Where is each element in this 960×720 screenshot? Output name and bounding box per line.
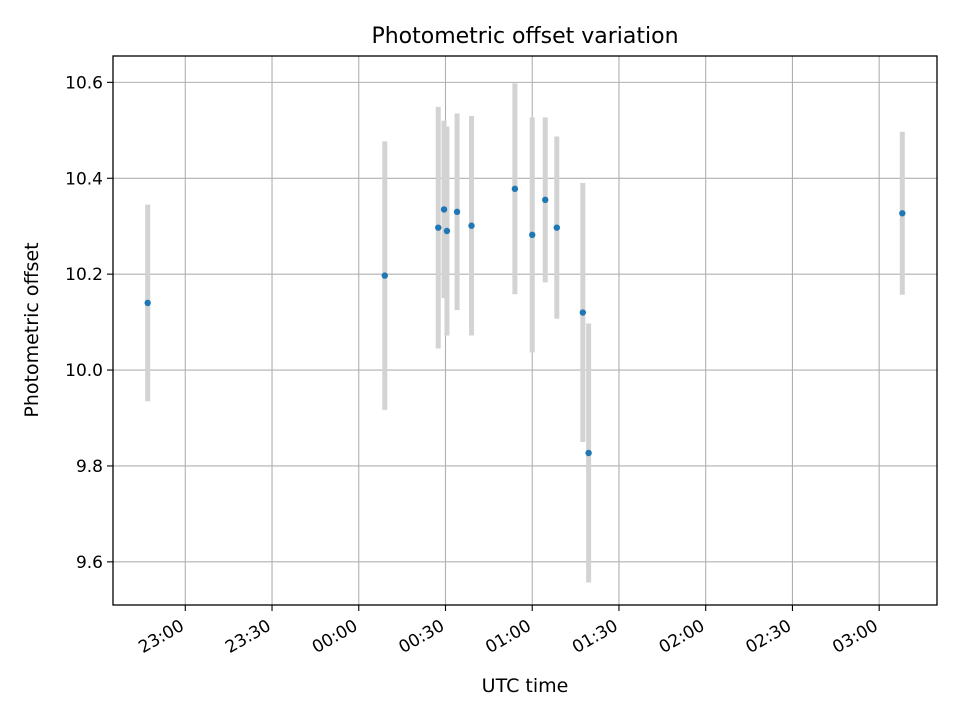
data-point [468,222,475,229]
data-point [511,185,519,193]
data-point [440,206,448,213]
y-tick-label: 10.6 [65,73,103,93]
data-points [144,185,906,457]
chart-title: Photometric offset variation [371,24,678,49]
data-point [144,299,151,307]
plot-frame [112,55,938,606]
x-axis-label: UTC time [482,675,569,697]
data-point [453,208,461,216]
data-point [435,224,442,231]
data-point [553,224,561,231]
y-tick-label: 9.8 [76,457,103,477]
data-point [585,449,592,457]
data-point [529,231,536,239]
data-point [542,196,549,204]
y-axis-label: Photometric offset [21,242,43,417]
y-tick-label: 10.4 [65,169,103,189]
data-point [899,210,906,217]
y-axis-ticks: 9.6 9.8 10.0 10.2 10.4 10.6 [65,73,113,573]
y-tick-label: 10.2 [65,265,103,285]
data-point [579,309,587,316]
data-point [443,227,451,235]
y-tick-label: 10.0 [65,361,103,381]
data-point [381,272,388,279]
y-tick-label: 9.6 [76,553,103,573]
